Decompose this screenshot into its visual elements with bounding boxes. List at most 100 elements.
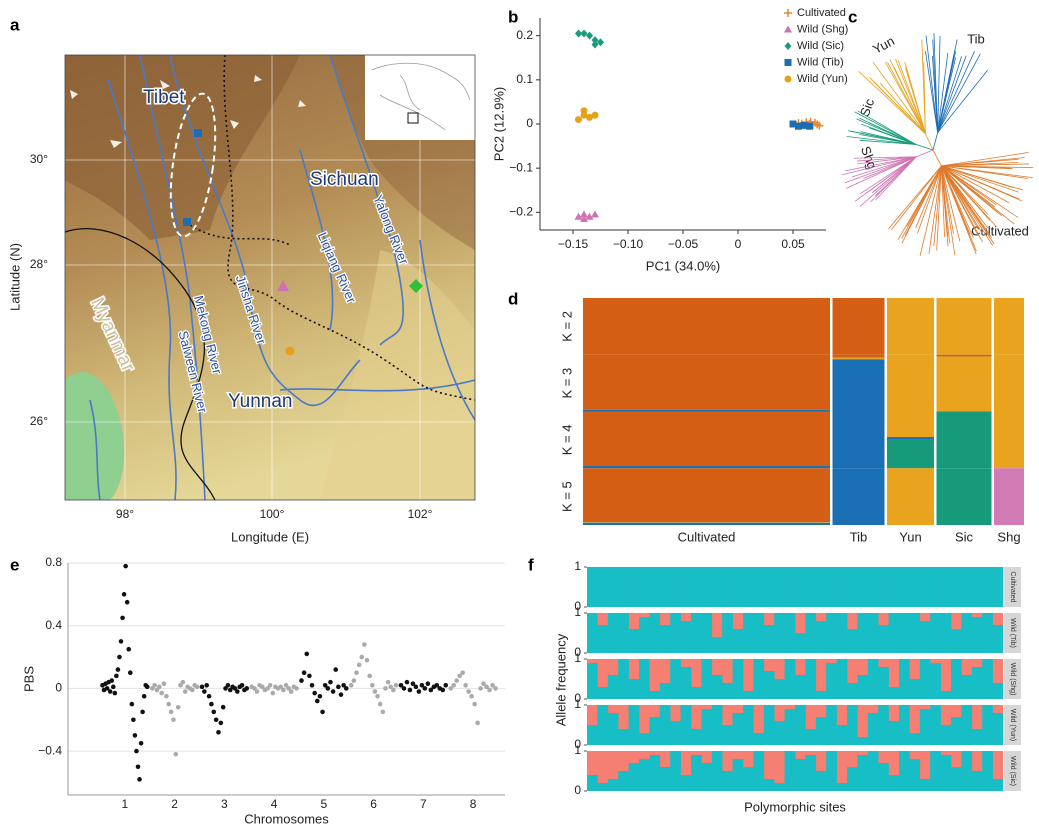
point: [134, 749, 139, 754]
bar: [837, 613, 848, 653]
bar: [587, 775, 598, 791]
point: [142, 694, 147, 699]
bar: [920, 567, 931, 607]
bar: [785, 751, 796, 791]
lon-tick-label: 98°: [116, 507, 134, 521]
bar: [920, 779, 931, 791]
point: [475, 721, 480, 726]
point: [271, 691, 276, 696]
bar: [608, 779, 619, 791]
point: [136, 764, 141, 769]
point: [117, 655, 122, 660]
bar: [899, 613, 910, 653]
bar: [597, 625, 608, 653]
bar: [857, 613, 868, 653]
admixture-segment: [937, 468, 992, 525]
point: [373, 689, 378, 694]
strip-label: Wild (Yun): [1009, 709, 1016, 741]
point: [162, 681, 167, 686]
region-label: Sichuan: [310, 169, 379, 190]
bar: [629, 763, 640, 791]
bar: [951, 717, 962, 745]
bar: [639, 759, 650, 791]
bar: [649, 613, 660, 653]
point: [109, 678, 114, 683]
bar: [597, 705, 608, 745]
bar: [733, 759, 744, 791]
bar: [930, 567, 941, 607]
bar: [951, 659, 962, 699]
point: [440, 688, 445, 693]
bar: [774, 567, 785, 607]
bar: [785, 567, 796, 607]
admixture-segment: [887, 298, 934, 355]
point: [128, 670, 133, 675]
point: [299, 678, 304, 683]
point: [339, 692, 344, 697]
point: [174, 752, 179, 757]
point: [312, 691, 317, 696]
point: [120, 616, 125, 621]
bar: [649, 691, 660, 699]
bar: [753, 567, 764, 607]
point: [214, 717, 219, 722]
bar: [795, 675, 806, 699]
bar: [930, 751, 941, 791]
bar: [649, 717, 660, 745]
bar: [920, 709, 931, 745]
point: [592, 41, 599, 49]
point: [460, 670, 465, 675]
bar: [868, 751, 879, 791]
y-tick-label: 1: [574, 559, 581, 573]
bar: [670, 659, 681, 699]
bar: [691, 687, 702, 699]
point: [190, 688, 195, 693]
bar: [701, 763, 712, 791]
point: [157, 685, 162, 690]
admixture-segment: [994, 355, 1024, 412]
point: [426, 681, 431, 686]
bar: [795, 759, 806, 791]
bar: [805, 567, 816, 607]
point: [235, 689, 240, 694]
point: [181, 680, 186, 685]
legend-label: Cultivated: [797, 7, 846, 19]
point: [375, 694, 380, 699]
x-tick-label: Shg: [997, 529, 1020, 544]
bar: [805, 755, 816, 791]
bar: [743, 691, 754, 699]
y-axis-label: PC2 (12.9%): [491, 87, 506, 161]
point: [328, 680, 333, 685]
x-tick-label: −0.10: [613, 237, 644, 251]
point: [133, 733, 138, 738]
y-tick-label: 1: [574, 651, 581, 665]
bar: [909, 679, 920, 699]
y-tick-label: 1: [574, 605, 581, 619]
bar: [982, 659, 993, 699]
bar: [608, 613, 619, 653]
bar: [587, 567, 598, 607]
bar: [795, 633, 806, 653]
admixture-segment: [887, 355, 934, 412]
admixture-segment: [887, 437, 934, 440]
bar: [608, 675, 619, 699]
bar: [941, 691, 952, 699]
bar: [670, 751, 681, 791]
bar: [691, 729, 702, 745]
point: [463, 683, 468, 688]
bar: [712, 675, 723, 699]
bar: [982, 705, 993, 745]
legend-label: Wild (Tib): [797, 56, 844, 68]
point: [333, 667, 338, 672]
y-axis-label: Latitude (N): [7, 243, 22, 311]
y-tick-label: 1: [574, 743, 581, 757]
point: [344, 686, 349, 691]
bar: [837, 725, 848, 745]
x-tick-label: Sic: [955, 529, 974, 544]
bar: [847, 567, 858, 607]
bar: [868, 613, 879, 653]
point: [307, 674, 312, 679]
point: [137, 777, 142, 782]
bar: [857, 675, 868, 699]
point: [592, 112, 599, 119]
